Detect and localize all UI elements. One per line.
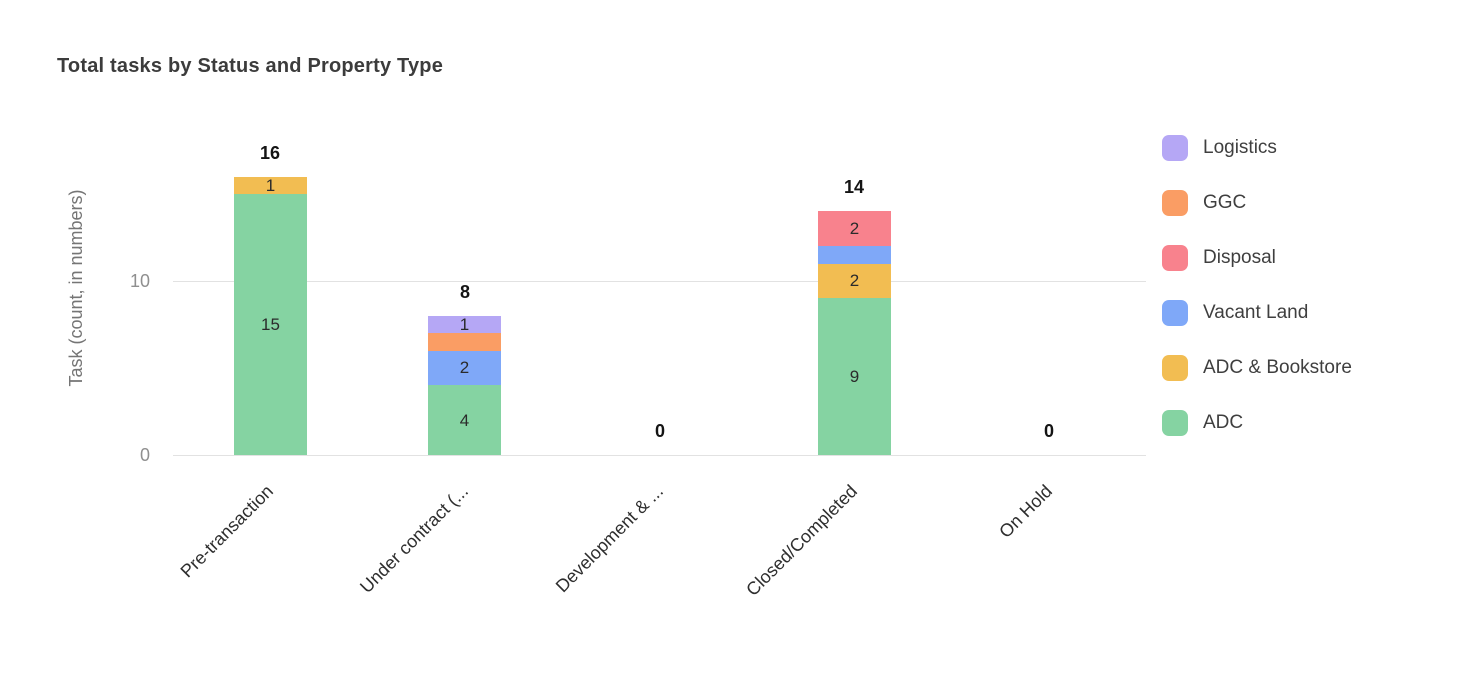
legend-swatch-logistics — [1162, 135, 1188, 161]
segment-value-label: 1 — [459, 314, 470, 334]
legend-swatch-adc — [1162, 410, 1188, 436]
segment-value-label: 4 — [459, 410, 470, 430]
segment-value-label: 9 — [849, 367, 860, 387]
legend-item-disposal[interactable]: Disposal — [1162, 245, 1276, 271]
segment-value-label: 15 — [261, 315, 280, 334]
x-axis-label-on-hold: On Hold — [995, 480, 1057, 542]
bar-segment-closed-completed-adc-bookstore[interactable]: 2 — [818, 263, 891, 299]
legend-item-logistics[interactable]: Logistics — [1162, 135, 1277, 161]
bar-total-under-contract: 8 — [459, 282, 470, 302]
bar-segment-closed-completed-adc[interactable]: 9 — [818, 298, 891, 455]
bar-total-closed-completed: 14 — [843, 177, 865, 197]
x-axis-label-development: Development & ... — [551, 480, 668, 597]
gridline-y10 — [173, 281, 1146, 282]
bar-segment-pre-transaction-adc[interactable]: 15 — [234, 194, 307, 455]
segment-value-label: 2 — [849, 219, 860, 239]
x-axis-label-pre-transaction: Pre-transaction — [176, 480, 278, 582]
legend-item-ggc[interactable]: GGC — [1162, 190, 1246, 216]
legend-label-adc-bookstore: ADC & Bookstore — [1203, 357, 1352, 378]
legend-swatch-vacant-land — [1162, 300, 1188, 326]
x-axis-line — [173, 455, 1146, 456]
bar-segment-under-contract-vacant-land[interactable]: 2 — [428, 350, 501, 386]
legend-swatch-adc-bookstore — [1162, 355, 1188, 381]
legend-label-vacant-land: Vacant Land — [1203, 302, 1309, 323]
x-axis-label-under-contract: Under contract (... — [356, 480, 473, 597]
bar-segment-pre-transaction-adc-bookstore[interactable]: 1 — [234, 175, 307, 195]
segment-value-label: 1 — [265, 175, 276, 195]
bar-segment-closed-completed-disposal[interactable]: 2 — [818, 211, 891, 247]
segment-value-label: 2 — [849, 271, 860, 291]
y-tick-label-10: 10 — [129, 271, 150, 291]
legend-swatch-disposal — [1162, 245, 1188, 271]
legend-label-adc: ADC — [1203, 412, 1244, 433]
legend-swatch-ggc — [1162, 190, 1188, 216]
bar-total-on-hold: 0 — [1043, 421, 1054, 441]
bar-total-development: 0 — [654, 421, 665, 441]
bar-total-pre-transaction: 16 — [259, 143, 281, 163]
legend-item-adc-bookstore[interactable]: ADC & Bookstore — [1162, 355, 1352, 381]
chart-title: Total tasks by Status and Property Type — [57, 55, 444, 77]
x-axis-label-closed-completed: Closed/Completed — [742, 480, 862, 600]
y-tick-label-0: 0 — [139, 445, 150, 465]
legend-label-ggc: GGC — [1203, 192, 1247, 213]
bar-segment-under-contract-ggc[interactable] — [428, 333, 501, 351]
legend-item-adc[interactable]: ADC — [1162, 410, 1243, 436]
bar-segment-under-contract-adc[interactable]: 4 — [428, 385, 501, 455]
segment-value-label: 2 — [459, 358, 470, 378]
legend-label-logistics: Logistics — [1203, 137, 1277, 158]
y-axis-title: Task (count, in numbers) — [66, 189, 86, 387]
legend-item-vacant-land[interactable]: Vacant Land — [1162, 300, 1308, 326]
bar-segment-under-contract-logistics[interactable]: 1 — [428, 314, 501, 334]
bar-segment-closed-completed-vacant-land[interactable] — [818, 246, 891, 264]
legend-label-disposal: Disposal — [1203, 247, 1276, 268]
